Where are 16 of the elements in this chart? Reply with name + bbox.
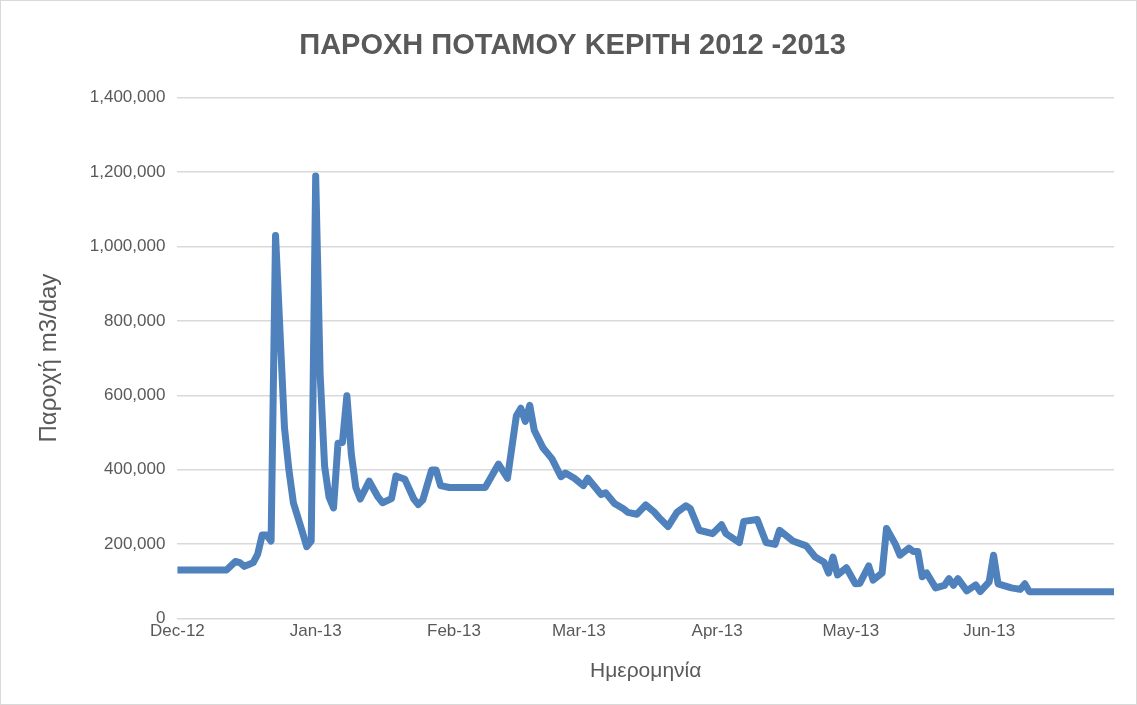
y-axis-title: Παροχή m3/day	[34, 273, 62, 443]
x-tick-label: Feb-13	[427, 621, 481, 641]
y-tick-label: 1,200,000	[89, 161, 166, 181]
chart-title: ΠΑΡΟΧΗ ΠΟΤΑΜΟΥ ΚΕΡΙΤΗ 2012 -2013	[299, 28, 846, 61]
x-axis-title: Ημερομηνία	[590, 658, 702, 682]
x-tick-label: Jun-13	[963, 621, 1016, 641]
y-tick-label: 600,000	[103, 384, 166, 404]
x-tick-label: Mar-13	[551, 621, 606, 641]
x-tick-label: Apr-13	[691, 621, 743, 641]
y-tick-label: 1,400,000	[89, 87, 166, 107]
y-tick-label: 800,000	[103, 310, 166, 330]
y-tick-label: 200,000	[103, 533, 166, 553]
x-tick-label: Jan-13	[289, 621, 342, 641]
x-tick-label: May-13	[822, 621, 880, 641]
y-tick-label: 1,000,000	[89, 236, 166, 256]
y-tick-label: 400,000	[103, 459, 166, 479]
